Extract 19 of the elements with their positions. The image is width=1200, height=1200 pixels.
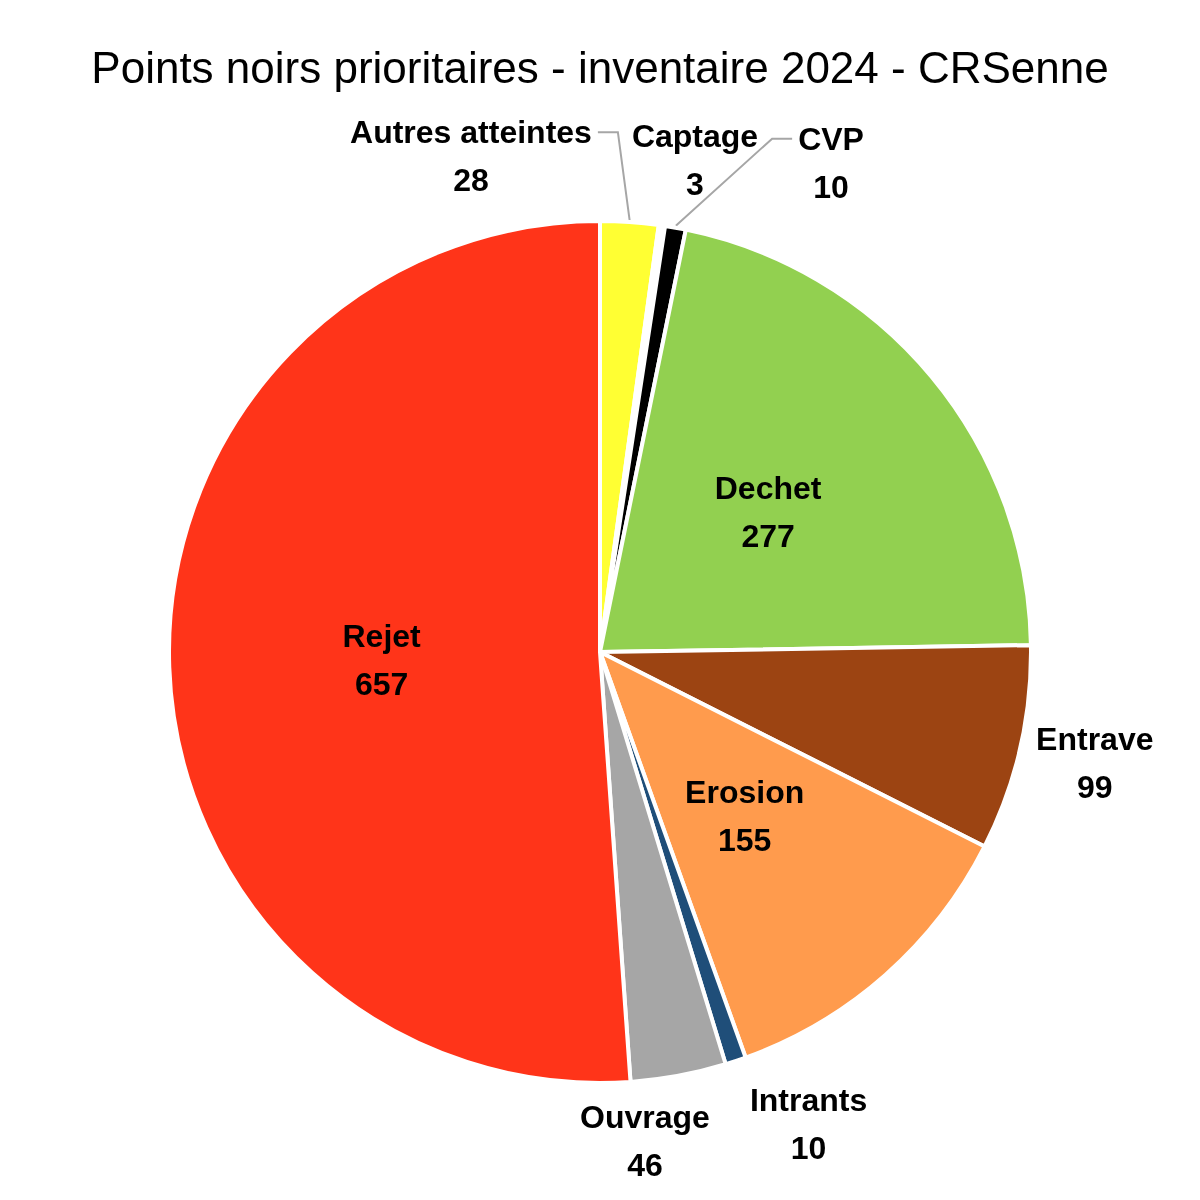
data-label: 155 (717, 821, 772, 858)
slice-label: Rejet (342, 617, 422, 654)
data-label: 10 (790, 1129, 827, 1166)
slice-label: Entrave (1036, 721, 1154, 758)
data-label: 99 (1076, 769, 1113, 806)
slice-label: Dechet (714, 470, 822, 507)
data-label: 28 (453, 162, 489, 199)
chart-title: Points noirs prioritaires - inventaire 2024 - CRSenne (91, 42, 1109, 92)
slice-label: Ouvrage (580, 1098, 710, 1135)
slice-label: CVP (798, 120, 864, 157)
data-label: 277 (741, 518, 795, 555)
slice-label: Intrants (749, 1081, 868, 1118)
data-label: 657 (354, 665, 409, 702)
slice-label: Autres atteintes (350, 114, 592, 151)
data-label: 10 (813, 168, 849, 205)
slice-label: Erosion (685, 773, 805, 810)
data-label: 46 (627, 1146, 663, 1183)
slice-label: Captage (631, 118, 759, 155)
data-label: 3 (686, 166, 704, 203)
